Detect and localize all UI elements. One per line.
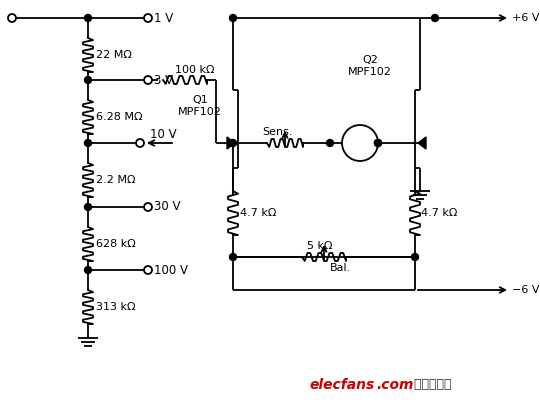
Circle shape <box>327 139 334 146</box>
Text: 313 kΩ: 313 kΩ <box>96 302 136 312</box>
Text: 30 V: 30 V <box>154 200 180 213</box>
Circle shape <box>411 254 418 261</box>
Polygon shape <box>227 137 235 149</box>
Circle shape <box>230 14 237 22</box>
Circle shape <box>144 266 152 274</box>
Text: 100 V: 100 V <box>154 263 188 276</box>
Circle shape <box>342 125 378 161</box>
Text: 100 μA: 100 μA <box>343 138 377 148</box>
Text: elecfans: elecfans <box>310 378 375 392</box>
Circle shape <box>144 203 152 211</box>
Text: 4.7 kΩ: 4.7 kΩ <box>421 208 457 218</box>
Text: 628 kΩ: 628 kΩ <box>96 239 136 249</box>
Text: Q2: Q2 <box>362 55 378 65</box>
Circle shape <box>8 14 16 22</box>
Circle shape <box>84 204 91 211</box>
Circle shape <box>84 14 91 22</box>
Text: Sens.: Sens. <box>262 127 293 137</box>
Circle shape <box>431 14 438 22</box>
Text: −6 V to −9 V: −6 V to −9 V <box>512 285 540 295</box>
Text: 电子发烧友: 电子发烧友 <box>410 378 451 391</box>
Circle shape <box>144 76 152 84</box>
Circle shape <box>375 139 381 146</box>
Text: Q1: Q1 <box>192 95 208 105</box>
Text: 2.2 MΩ: 2.2 MΩ <box>96 175 136 185</box>
Text: Bal.: Bal. <box>330 263 351 273</box>
Text: 4.7 kΩ: 4.7 kΩ <box>240 208 276 218</box>
Text: 100 kΩ: 100 kΩ <box>175 65 214 75</box>
Circle shape <box>375 139 381 146</box>
Polygon shape <box>418 137 426 149</box>
Text: 3 V: 3 V <box>154 74 173 86</box>
Text: +6 V to +9 V: +6 V to +9 V <box>512 13 540 23</box>
Circle shape <box>136 139 144 147</box>
Text: .com: .com <box>376 378 414 392</box>
Text: 6.28 MΩ: 6.28 MΩ <box>96 112 143 122</box>
Circle shape <box>84 267 91 274</box>
Circle shape <box>84 76 91 83</box>
Circle shape <box>84 139 91 146</box>
Text: MPF102: MPF102 <box>348 67 392 77</box>
Text: 22 MΩ: 22 MΩ <box>96 50 132 60</box>
Text: 1 V: 1 V <box>154 11 173 25</box>
Circle shape <box>230 139 237 146</box>
Circle shape <box>230 254 237 261</box>
Text: 5 kΩ: 5 kΩ <box>307 241 333 251</box>
Text: 10 V: 10 V <box>150 128 177 142</box>
Circle shape <box>144 14 152 22</box>
Text: MPF102: MPF102 <box>178 107 222 117</box>
